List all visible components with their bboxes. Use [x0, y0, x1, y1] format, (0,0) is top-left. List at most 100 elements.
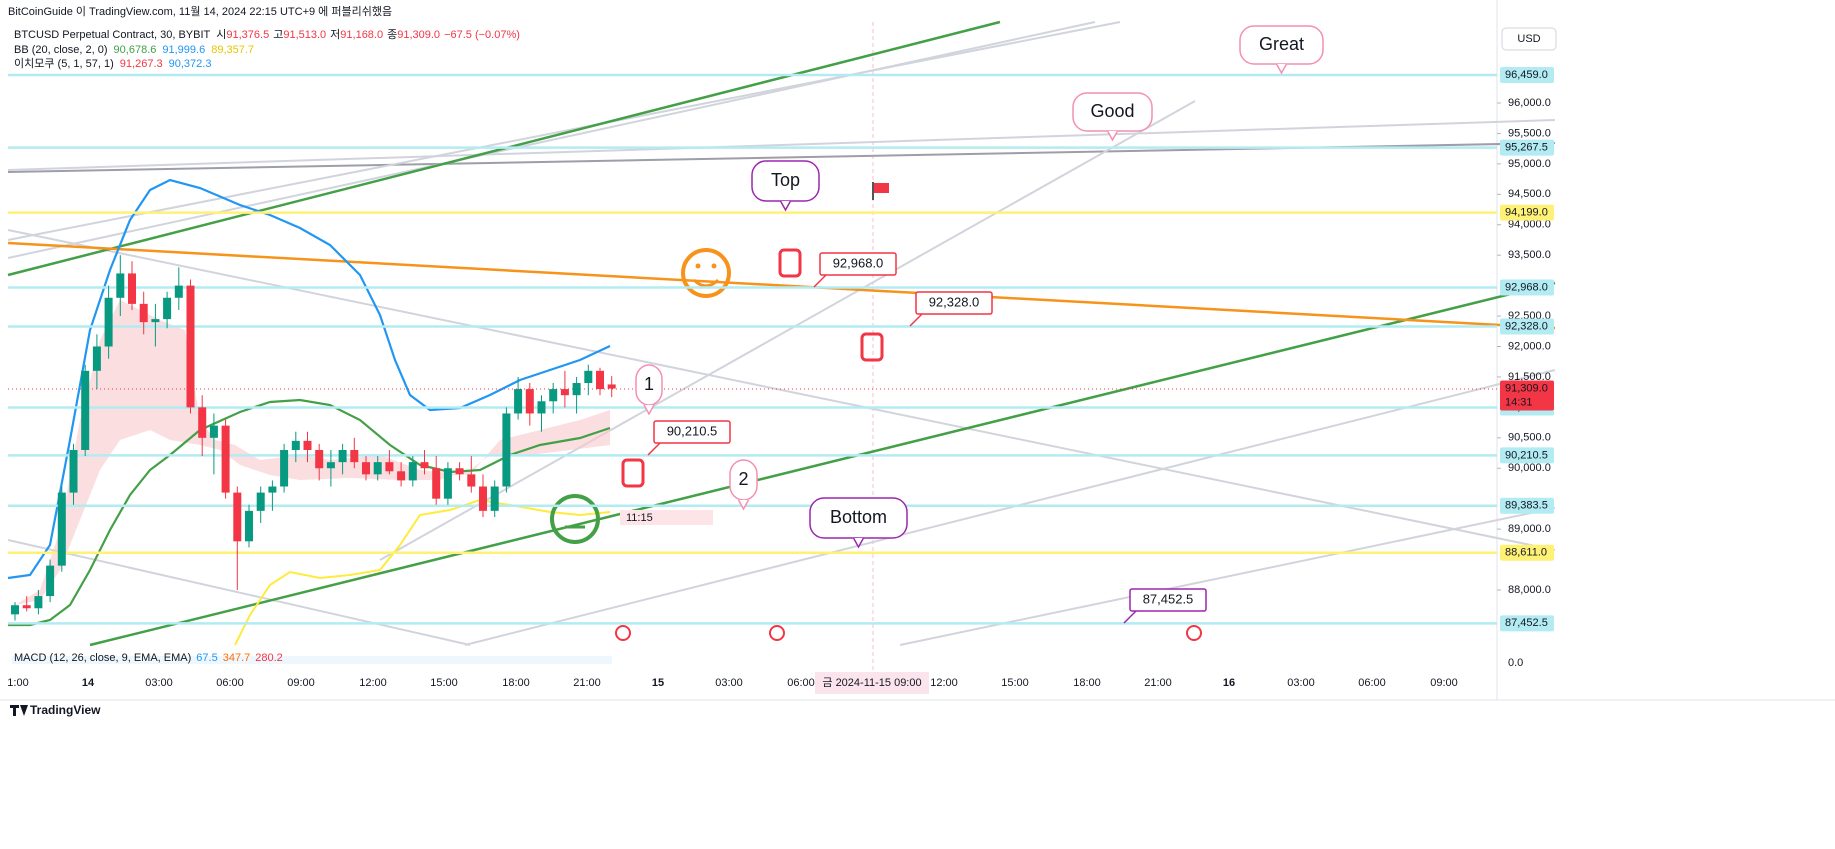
- time-label: 03:00: [145, 677, 173, 689]
- callout-pointer: [1123, 610, 1137, 624]
- candle-body: [139, 303, 148, 323]
- candle-body: [233, 492, 242, 542]
- flag: [874, 183, 889, 193]
- text-part: 이치모쿠 (5, 1, 57, 1): [14, 57, 114, 70]
- callout-pointer: [909, 313, 923, 327]
- text-part: 89,357.7: [211, 44, 254, 56]
- candle-body: [443, 468, 452, 499]
- candle-body: [537, 401, 546, 414]
- price-tick-label: 90,000.0: [1508, 462, 1551, 474]
- bb-lower: [234, 498, 611, 646]
- text-part: MACD (12, 26, close, 9, EMA, EMA): [14, 652, 191, 664]
- price-tick-label: 91,500.0: [1508, 371, 1551, 383]
- candle-body: [467, 474, 476, 487]
- event-icon: [615, 625, 631, 641]
- trendline: [7, 21, 1096, 259]
- text-part: BTCUSD Perpetual Contract, 30, BYBIT: [14, 29, 211, 41]
- candle-body: [385, 462, 394, 472]
- tv-logo: [10, 705, 28, 716]
- smiley-eye: [711, 263, 717, 269]
- candle-body: [432, 468, 441, 499]
- price-level-label-box: [1500, 204, 1554, 221]
- price-tick-label: 90,500.0: [1508, 432, 1551, 444]
- price-level-label: 94,199.0: [1505, 207, 1548, 219]
- text-part: 91,267.3: [120, 58, 163, 70]
- price-tick-label: 93,500.0: [1508, 249, 1551, 261]
- last-price-box: [1500, 380, 1554, 411]
- candle-body: [81, 370, 90, 450]
- macd-legend: MACD (12, 26, close, 9, EMA, EMA) 67.5 347…: [14, 652, 283, 664]
- indicator-legend: BB (20, close, 2, 0) 90,678.6 91,999.6 89,3…: [14, 44, 254, 56]
- smiley-mouth: [692, 278, 720, 288]
- price-level-label-box: [1500, 544, 1554, 561]
- price-level-label-box: [1500, 615, 1554, 632]
- macd-zero: 0.0: [1508, 657, 1523, 669]
- currency: USD: [1517, 33, 1540, 45]
- currency-box[interactable]: [1501, 27, 1557, 51]
- candle-body: [209, 425, 218, 438]
- candle-body: [525, 389, 534, 414]
- candle-body: [326, 462, 335, 469]
- time-label: 21:00: [1144, 677, 1172, 689]
- candle-body: [572, 383, 581, 396]
- text-part: 67.5: [196, 652, 217, 664]
- candle-body: [163, 297, 172, 320]
- candle-body: [315, 449, 324, 469]
- bubble-text: Great: [1259, 34, 1304, 54]
- time-label: 03:00: [715, 677, 743, 689]
- candle-body: [34, 596, 43, 609]
- time-label: 18:00: [1073, 677, 1101, 689]
- trendline: [7, 21, 1121, 241]
- text-part: 91,999.6: [162, 44, 205, 56]
- candle-body: [338, 449, 347, 463]
- hand-icon: [860, 332, 884, 362]
- smiley-eye: [695, 263, 701, 269]
- price-level-label: 87,452.5: [1505, 617, 1548, 629]
- bubble-tail: [1106, 130, 1119, 142]
- price-level-label: 92,968.0: [1505, 281, 1548, 293]
- price-level-label-box: [1500, 318, 1554, 335]
- bubble-tail: [779, 200, 792, 212]
- macd-histogram: [12, 656, 612, 664]
- candle-body: [186, 285, 195, 408]
- bubble-tail: [737, 499, 750, 511]
- text-part: −67.5 (−0.07%): [444, 29, 520, 41]
- price-level-label: 96,459.0: [1505, 69, 1548, 81]
- hand-icon: [621, 458, 645, 488]
- text-part: 90,372.3: [169, 58, 212, 70]
- callout-text: 87,452.5: [1143, 591, 1194, 606]
- candle-body: [221, 425, 230, 493]
- callout-text: 92,328.0: [929, 294, 980, 309]
- bubble-tail: [1275, 63, 1288, 75]
- candle-body: [584, 370, 593, 384]
- callout-pointer: [813, 274, 827, 288]
- countdown: 14:31: [1505, 396, 1533, 408]
- indicator-legend: 이치모쿠 (5, 1, 57, 1) 91,267.3 90,372.3: [14, 57, 211, 70]
- time-label: 16: [1223, 677, 1235, 689]
- text-part: 91,513.0: [283, 29, 326, 41]
- time-note-box: [620, 510, 713, 525]
- price-tick-label: 95,500.0: [1508, 127, 1551, 139]
- crosshair-time: 금 2024-11-15 09:00: [822, 677, 921, 689]
- bubble-tail: [643, 404, 655, 416]
- price-level-label: 89,383.5: [1505, 500, 1548, 512]
- last-price-label: 91,309.0: [1505, 382, 1548, 394]
- time-label: 12:00: [359, 677, 387, 689]
- hand-icon: [778, 248, 802, 278]
- candle-body: [57, 492, 66, 566]
- candle-body: [11, 605, 19, 615]
- price-callout: [1129, 588, 1207, 612]
- time-label: 12:00: [930, 677, 958, 689]
- price-level-label-box: [1500, 67, 1554, 84]
- price-callout: [819, 252, 897, 276]
- candle-body: [549, 389, 558, 402]
- price-level-label-box: [1500, 447, 1554, 464]
- text-part: 280.2: [255, 652, 283, 664]
- text-part: 고: [273, 29, 283, 41]
- time-label: 21:00: [573, 677, 601, 689]
- time-label: 15:00: [1001, 677, 1029, 689]
- candle-body: [198, 407, 207, 438]
- candle-body: [490, 486, 499, 511]
- event-icon: [769, 625, 785, 641]
